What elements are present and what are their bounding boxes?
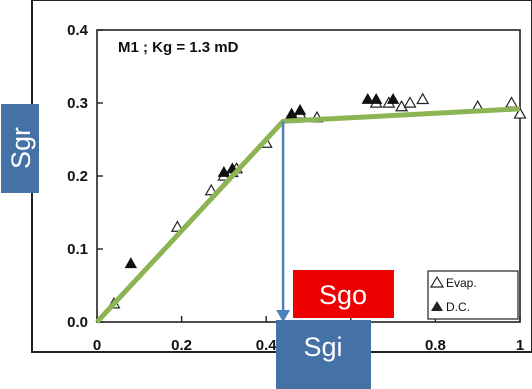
y-tick-label: 0.2	[67, 168, 88, 185]
y-tick-label: 0.0	[67, 314, 88, 331]
legend-marker-evap	[429, 275, 445, 288]
sgi-label-box: Sgi	[276, 320, 371, 389]
y-tick-label: 0.4	[67, 22, 89, 39]
series-dc	[124, 93, 400, 269]
sgr-label-box: Sgr	[1, 104, 39, 193]
evap-point	[513, 107, 527, 119]
x-tick-label: 0.2	[171, 337, 192, 354]
dc-point	[361, 93, 374, 104]
legend-label-dc: D.C.	[446, 300, 470, 314]
dc-point	[369, 93, 383, 104]
legend: Evap. D.C.	[427, 270, 519, 320]
sgi-label: Sgi	[303, 332, 342, 362]
dc-point	[124, 257, 138, 269]
legend-label-evap: Evap.	[446, 276, 477, 290]
x-tick-label: 0	[93, 337, 101, 354]
evap-point	[416, 92, 430, 105]
x-tick-label: 0.4	[256, 337, 278, 354]
sgo-label-box: Sgo	[293, 270, 394, 318]
y-axis-ticks: 0.0 0.1 0.2 0.3 0.4	[67, 22, 103, 331]
evap-point	[403, 96, 417, 108]
sgr-label: Sgr	[6, 127, 36, 169]
y-tick-label: 0.1	[67, 241, 88, 258]
x-tick-label: 0.8	[425, 337, 446, 354]
dc-point	[293, 103, 307, 115]
y-tick-label: 0.3	[67, 95, 88, 112]
dc-point	[217, 166, 231, 177]
dc-point	[285, 107, 298, 119]
dc-point	[386, 93, 400, 104]
sgi-arrow-head	[276, 310, 291, 322]
chart-annotation: M1 ; Kg = 1.3 mD	[118, 39, 239, 56]
evap-point	[395, 99, 409, 112]
legend-marker-dc	[431, 301, 443, 311]
sgo-label: Sgo	[319, 280, 367, 310]
x-tick-label: 1	[516, 337, 524, 354]
